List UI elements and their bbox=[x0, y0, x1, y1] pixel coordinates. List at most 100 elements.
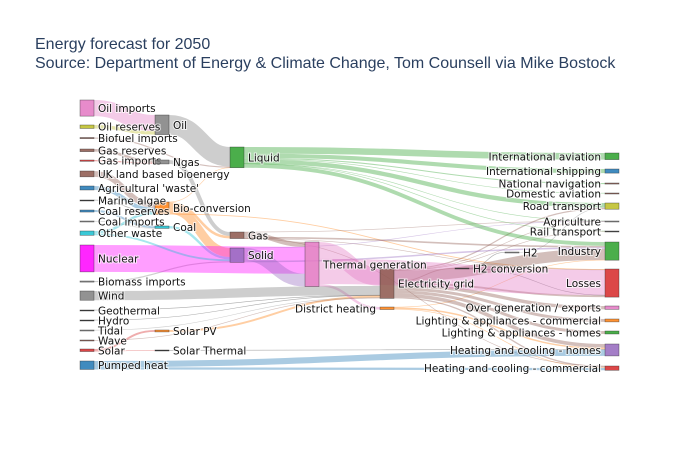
node-solar-pv[interactable]: Solar PV bbox=[154, 325, 218, 339]
node-pumped-heat[interactable]: Pumped heat bbox=[79, 359, 169, 373]
node-bar[interactable] bbox=[79, 348, 95, 352]
node-bar[interactable] bbox=[454, 267, 470, 270]
link-marine-algae-to-bio-conversion[interactable] bbox=[93, 199, 156, 213]
node-marine-algae[interactable]: Marine algae bbox=[79, 195, 167, 209]
link-electricity-grid-to-industry[interactable] bbox=[393, 248, 606, 282]
node-bar[interactable] bbox=[79, 185, 95, 191]
link-liquid-to-national-navigation[interactable] bbox=[243, 157, 606, 185]
link-electricity-grid-to-lighting-appliances-homes[interactable] bbox=[393, 290, 606, 334]
link-wave-to-electricity-grid[interactable] bbox=[93, 297, 381, 341]
node-oil[interactable]: Oil bbox=[154, 114, 188, 135]
node-bar[interactable] bbox=[154, 329, 170, 333]
node-nuclear[interactable]: Nuclear bbox=[79, 244, 140, 273]
node-tidal[interactable]: Tidal bbox=[79, 325, 124, 339]
node-bar[interactable] bbox=[604, 152, 620, 160]
link-h2-to-road-transport[interactable] bbox=[518, 207, 606, 253]
node-bar[interactable] bbox=[79, 230, 95, 236]
node-over-generation-exports[interactable]: Over generation / exports bbox=[465, 302, 620, 316]
link-gas-to-losses[interactable] bbox=[243, 238, 606, 271]
link-thermal-generation-to-losses[interactable] bbox=[318, 258, 606, 296]
link-liquid-to-rail-transport[interactable] bbox=[243, 163, 606, 232]
node-bar[interactable] bbox=[79, 124, 95, 129]
node-coal-imports[interactable]: Coal imports bbox=[79, 216, 166, 230]
node-bar[interactable] bbox=[79, 360, 95, 370]
link-electricity-grid-to-lighting-appliances-commercial[interactable] bbox=[393, 287, 606, 322]
link-pumped-heat-to-heating-and-cooling-commercial[interactable] bbox=[93, 367, 606, 371]
node-wave[interactable]: Wave bbox=[79, 335, 128, 349]
link-ngas-to-gas[interactable] bbox=[168, 159, 231, 236]
link-electricity-grid-to-rail-transport[interactable] bbox=[393, 230, 606, 271]
link-oil-imports-to-oil[interactable] bbox=[93, 100, 156, 132]
node-biomass-imports[interactable]: Biomass imports bbox=[79, 276, 187, 290]
link-solar-to-solar-pv[interactable] bbox=[93, 329, 156, 351]
node-bar[interactable] bbox=[604, 192, 620, 195]
link-biofuel-imports-to-liquid[interactable] bbox=[93, 137, 231, 168]
node-international-shipping[interactable]: International shipping bbox=[485, 165, 620, 179]
node-bar[interactable] bbox=[304, 241, 320, 287]
node-heating-and-cooling-homes[interactable]: Heating and cooling - homes bbox=[449, 343, 620, 358]
link-biomass-imports-to-solid[interactable] bbox=[93, 261, 231, 283]
node-district-heating[interactable]: District heating bbox=[294, 302, 395, 316]
link-gas-to-industry[interactable] bbox=[243, 236, 606, 248]
link-coal-to-solid[interactable] bbox=[168, 225, 231, 260]
node-international-aviation[interactable]: International aviation bbox=[488, 150, 620, 164]
link-other-waste-to-bio-conversion[interactable] bbox=[93, 211, 156, 234]
node-bar[interactable] bbox=[154, 349, 170, 352]
node-hydro[interactable]: Hydro bbox=[79, 315, 130, 329]
link-liquid-to-international-shipping[interactable] bbox=[243, 153, 606, 174]
link-thermal-generation-to-electricity-grid[interactable] bbox=[318, 241, 381, 286]
link-other-waste-to-solid[interactable] bbox=[93, 233, 231, 262]
node-bar[interactable] bbox=[79, 290, 95, 301]
node-domestic-aviation[interactable]: Domestic aviation bbox=[505, 188, 620, 202]
node-coal-reserves[interactable]: Coal reserves bbox=[79, 205, 170, 219]
node-liquid[interactable]: Liquid bbox=[229, 146, 281, 169]
link-coal-imports-to-coal[interactable] bbox=[93, 220, 156, 229]
link-coal-reserves-to-coal[interactable] bbox=[93, 209, 156, 229]
node-bar[interactable] bbox=[604, 365, 620, 371]
link-thermal-generation-to-district-heating[interactable] bbox=[318, 284, 381, 310]
link-geothermal-to-electricity-grid[interactable] bbox=[93, 294, 381, 311]
node-agricultural-waste[interactable]: Agricultural 'waste' bbox=[79, 182, 200, 196]
node-bar[interactable] bbox=[154, 114, 170, 135]
node-bar[interactable] bbox=[79, 244, 95, 273]
node-bar[interactable] bbox=[79, 309, 95, 312]
node-bar[interactable] bbox=[79, 329, 95, 332]
link-wind-to-electricity-grid[interactable] bbox=[93, 285, 381, 301]
link-pumped-heat-to-heating-and-cooling-homes[interactable] bbox=[93, 349, 606, 368]
node-bar[interactable] bbox=[229, 146, 245, 169]
node-coal[interactable]: Coal bbox=[154, 221, 197, 235]
node-bar[interactable] bbox=[604, 230, 620, 233]
node-wind[interactable]: Wind bbox=[79, 290, 125, 304]
link-bio-conversion-to-liquid[interactable] bbox=[168, 167, 231, 203]
node-gas-reserves[interactable]: Gas reserves bbox=[79, 144, 167, 158]
node-oil-imports[interactable]: Oil imports bbox=[79, 99, 157, 117]
link-gas-to-agriculture[interactable] bbox=[243, 220, 606, 233]
node-solar-thermal[interactable]: Solar Thermal bbox=[154, 345, 247, 359]
node-bar[interactable] bbox=[79, 170, 95, 178]
link-liquid-to-domestic-aviation[interactable] bbox=[243, 158, 606, 194]
node-lighting-appliances-commercial[interactable]: Lighting & appliances - commercial bbox=[415, 314, 620, 328]
node-geothermal[interactable]: Geothermal bbox=[79, 305, 161, 319]
link-h2-conversion-to-losses[interactable] bbox=[468, 268, 606, 296]
link-uk-land-based-bioenergy-to-bio-conversion[interactable] bbox=[93, 170, 156, 208]
node-bar[interactable] bbox=[79, 148, 95, 152]
link-bio-conversion-to-losses[interactable] bbox=[168, 213, 606, 270]
link-liquid-to-industry[interactable] bbox=[243, 163, 606, 246]
link-electricity-grid-to-heating-and-cooling-homes[interactable] bbox=[393, 293, 606, 348]
link-agricultural-waste-to-bio-conversion[interactable] bbox=[93, 186, 156, 212]
node-bar[interactable] bbox=[504, 251, 520, 254]
node-gas[interactable]: Gas bbox=[229, 229, 269, 243]
node-solid[interactable]: Solid bbox=[229, 247, 275, 263]
node-bar[interactable] bbox=[604, 241, 620, 261]
node-gas-imports[interactable]: Gas imports bbox=[79, 155, 163, 169]
node-biofuel-imports[interactable]: Biofuel imports bbox=[79, 132, 179, 146]
node-bar[interactable] bbox=[79, 199, 95, 202]
node-bar[interactable] bbox=[79, 220, 95, 223]
node-bar[interactable] bbox=[604, 305, 620, 310]
node-bar[interactable] bbox=[79, 319, 95, 322]
node-bar[interactable] bbox=[154, 159, 170, 165]
node-bar[interactable] bbox=[79, 99, 95, 117]
node-bar[interactable] bbox=[79, 159, 95, 162]
node-industry[interactable]: Industry bbox=[557, 241, 620, 261]
link-district-heating-to-heating-and-cooling-commercial[interactable] bbox=[393, 308, 606, 369]
